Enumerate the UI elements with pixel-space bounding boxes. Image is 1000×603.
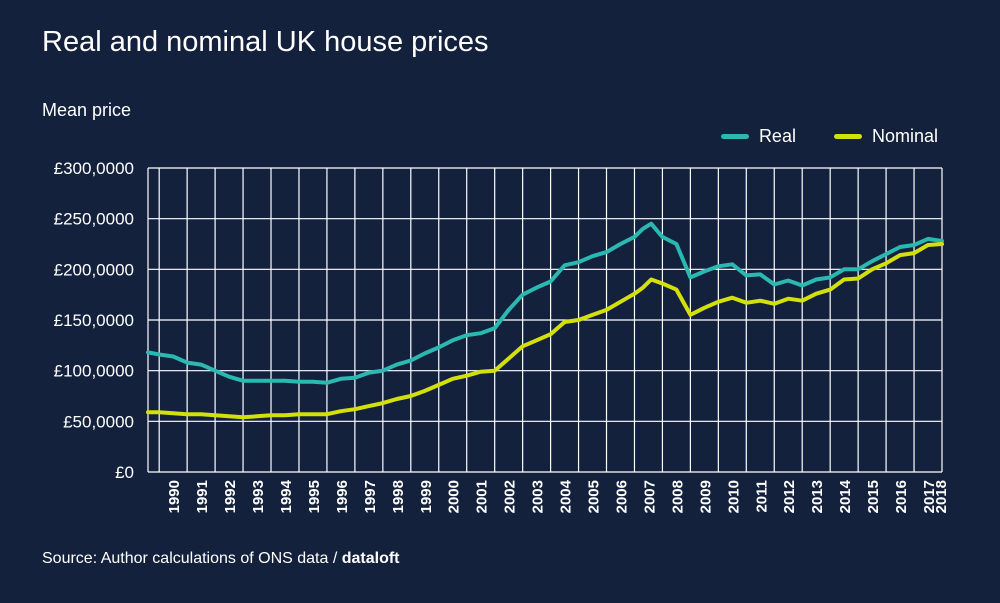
x-tick-label: 1994 [278,479,295,513]
x-tick-label: 2017 [921,480,938,513]
x-tick-label: 2006 [613,480,630,513]
x-tick-label: 1993 [250,480,267,513]
x-tick-label: 2018 [933,480,950,513]
legend-swatch-real [720,134,749,139]
x-tick-label: 2008 [669,480,686,513]
x-tick-label: 2015 [865,480,882,513]
x-tick-label: 2013 [809,480,826,513]
x-tick-label: 2001 [474,480,491,513]
x-tick-label: 2014 [837,479,854,513]
y-tick-label: £200,0000 [54,260,134,279]
x-tick-label: 2010 [725,480,742,513]
y-tick-label: £300,0000 [54,159,134,178]
x-tick-label: 2004 [558,479,575,513]
x-tick-label: 2011 [753,480,770,513]
series-line-real [146,221,944,385]
y-tick-label: £100,0000 [54,362,134,381]
x-tick-label: 1997 [362,480,379,513]
y-tick-label: £50,0000 [63,412,134,431]
y-tick-label: £0 [115,463,134,482]
y-tick-label: £150,0000 [54,311,134,330]
x-tick-label: 1998 [390,480,407,513]
x-tick-label: 1995 [306,480,323,513]
x-tick-label: 2003 [530,480,547,513]
x-tick-label: 2016 [893,480,910,513]
source-note: Source: Author calculations of ONS data … [42,550,400,568]
x-tick-label: 2005 [586,480,603,513]
source-text: Source: Author calculations of ONS data … [42,550,342,567]
y-tick-label: £250,0000 [54,210,134,229]
legend-label-real: Real [758,126,796,146]
x-tick-label: 1996 [334,480,351,513]
legend-item-nominal: Nominal [833,126,938,147]
x-tick-label: 2002 [502,480,519,513]
legend-label-nominal: Nominal [871,126,938,146]
chart-title: Real and nominal UK house prices [42,26,489,58]
x-tick-label: 1991 [194,480,211,513]
legend-swatch-nominal [833,134,862,139]
x-tick-label: 1990 [166,480,183,513]
legend-item-real: Real [720,126,796,147]
x-tick-label: 1999 [418,480,435,513]
x-tick-label: 2007 [641,480,658,513]
y-axis-label: Mean price [42,100,132,120]
x-tick-label: 2009 [697,480,714,513]
source-brand: dataloft [341,550,400,567]
x-tick-label: 2000 [446,480,463,513]
series-line-nominal [146,242,944,420]
chart-legend: Real Nominal [720,126,938,147]
x-tick-label: 2012 [781,480,798,513]
x-tick-label: 1992 [222,480,239,513]
